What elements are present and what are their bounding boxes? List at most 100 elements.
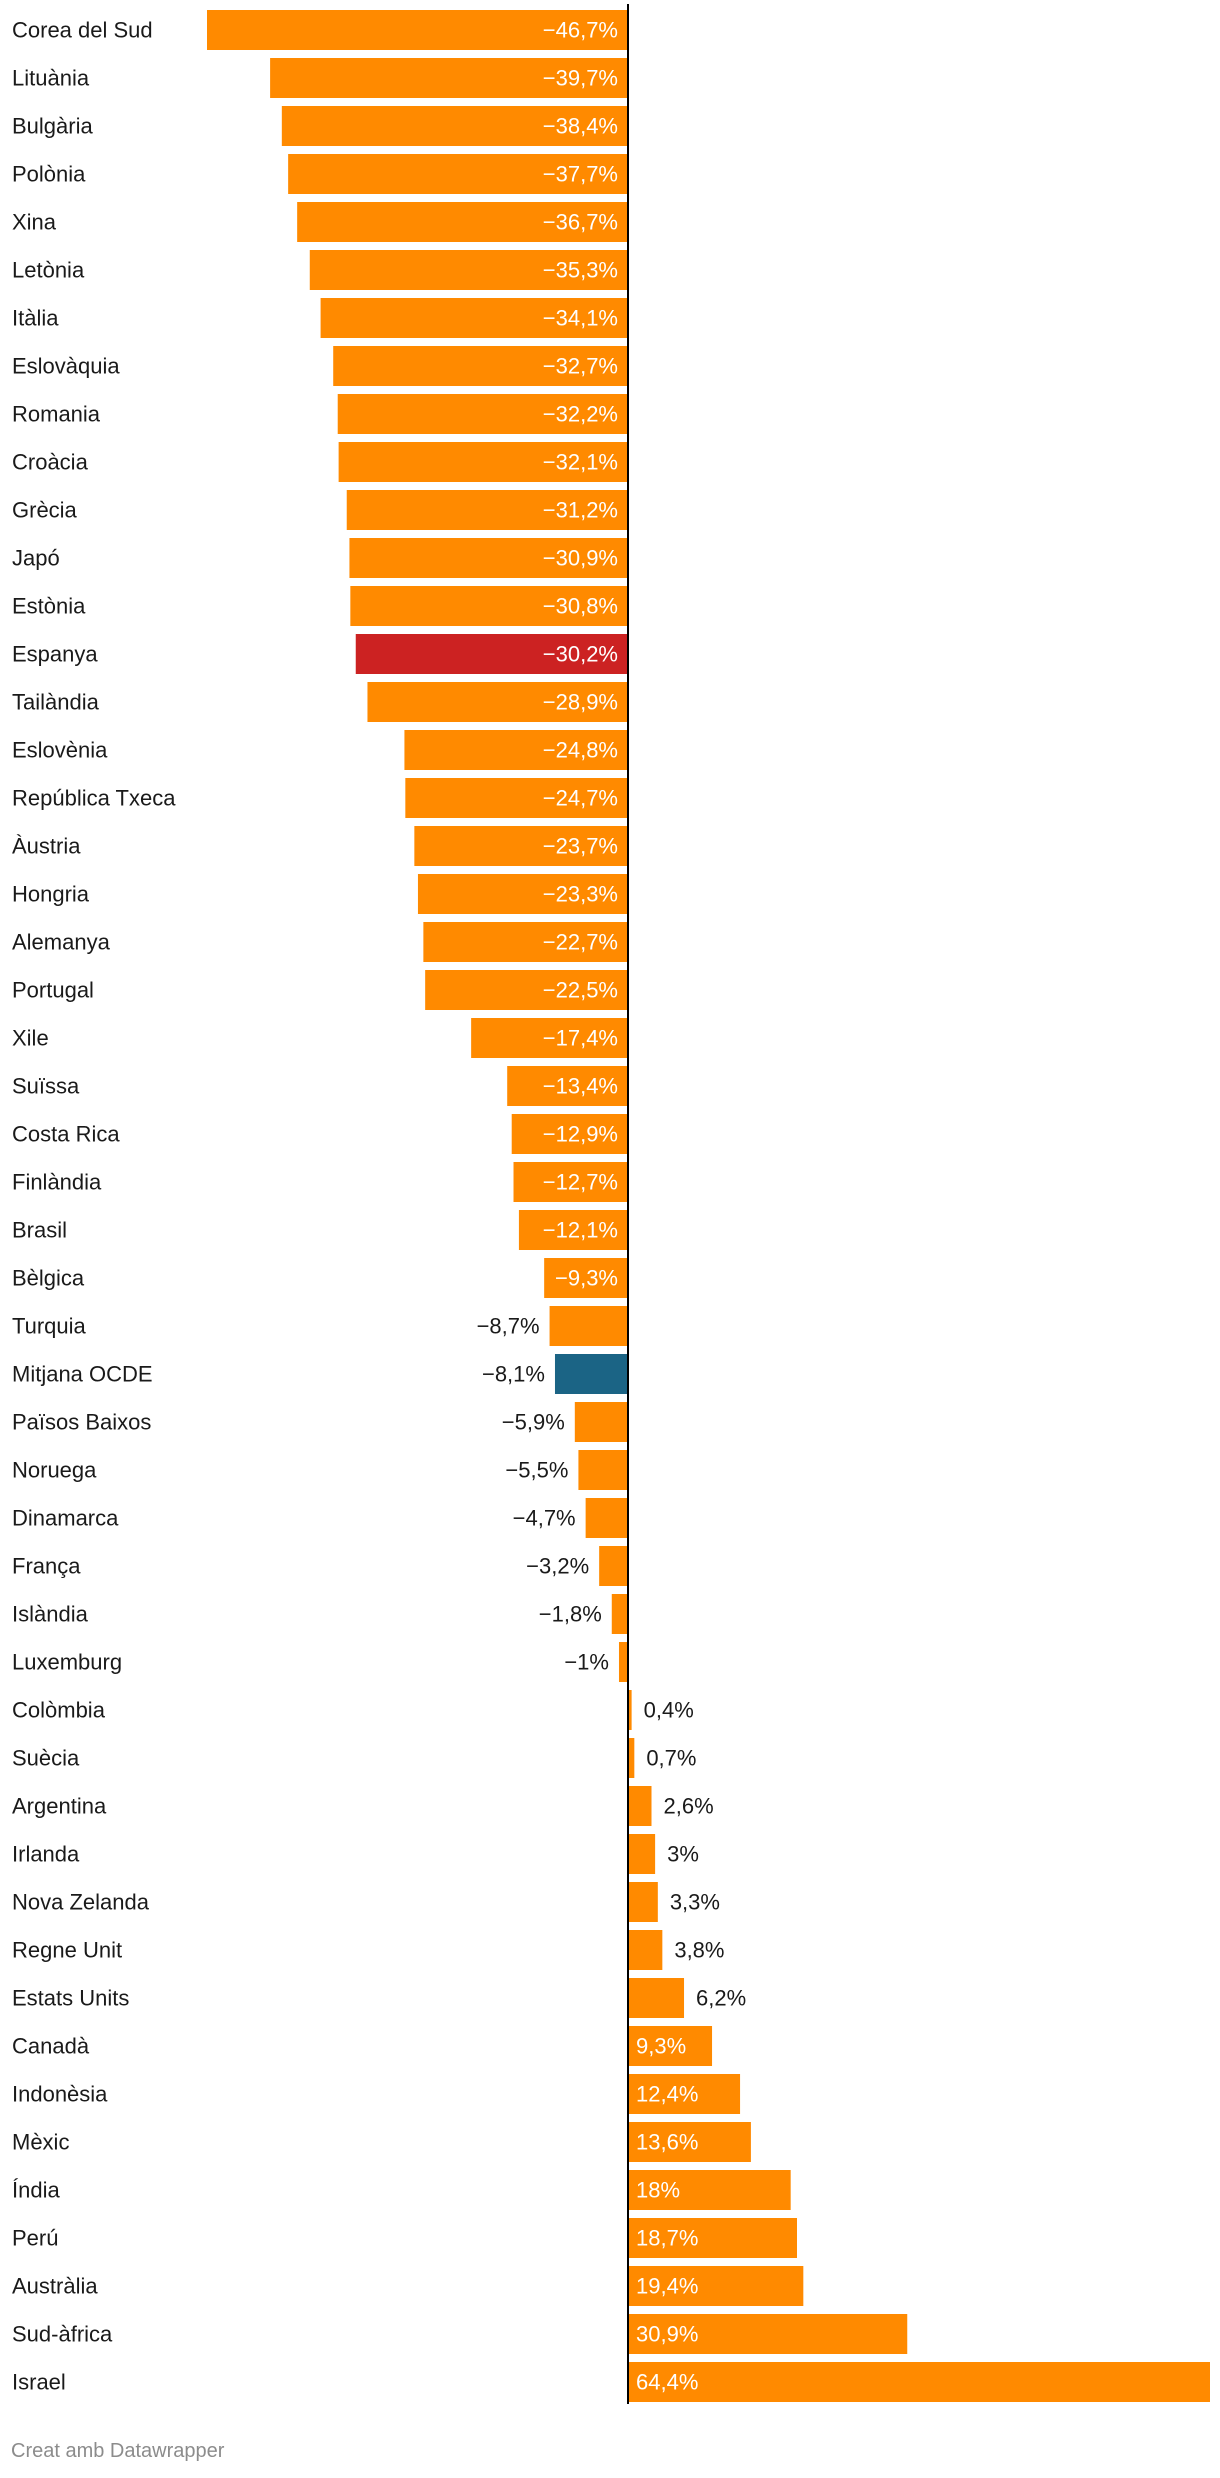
value-label-luxemburg: −1%: [564, 1650, 609, 1675]
bar-australia: [628, 2266, 804, 2306]
bar-islandia: [611, 1594, 628, 1634]
bar-grecia: [346, 490, 628, 530]
bar-croacia: [338, 442, 628, 482]
category-label-colombia: Colòmbia: [12, 1698, 106, 1723]
category-label-luxemburg: Luxemburg: [12, 1650, 122, 1675]
value-label-turquia: −8,7%: [477, 1314, 540, 1339]
value-label-republica-txeca: −24,7%: [543, 786, 618, 811]
bar-corea-del-sud: [207, 10, 628, 50]
category-label-suissa: Suïssa: [12, 1074, 80, 1099]
category-label-japo: Japó: [12, 546, 60, 571]
category-label-croacia: Croàcia: [12, 450, 89, 475]
value-label-xile: −17,4%: [543, 1026, 618, 1051]
value-label-lituania: −39,7%: [543, 66, 618, 91]
category-label-portugal: Portugal: [12, 978, 94, 1003]
category-label-corea-del-sud: Corea del Sud: [12, 18, 153, 43]
category-label-hongria: Hongria: [12, 882, 90, 907]
category-label-estonia: Estònia: [12, 594, 86, 619]
category-label-sud-africa: Sud-àfrica: [12, 2322, 113, 2347]
value-label-italia: −34,1%: [543, 306, 618, 331]
category-label-suecia: Suècia: [12, 1746, 80, 1771]
category-label-polonia: Polònia: [12, 162, 86, 187]
category-label-estats-units: Estats Units: [12, 1986, 129, 2011]
bar-turquia: [549, 1306, 628, 1346]
value-label-peru: 18,7%: [636, 2226, 698, 2251]
bar-finlandia: [513, 1162, 628, 1202]
category-label-finlandia: Finlàndia: [12, 1170, 102, 1195]
value-label-argentina: 2,6%: [663, 1794, 713, 1819]
category-label-alemanya: Alemanya: [12, 930, 111, 955]
value-label-grecia: −31,2%: [543, 498, 618, 523]
category-label-irlanda: Irlanda: [12, 1842, 80, 1867]
category-label-mexic: Mèxic: [12, 2130, 69, 2155]
bar-india: [628, 2170, 791, 2210]
category-label-belgica: Bèlgica: [12, 1266, 85, 1291]
bar-hongria: [417, 874, 628, 914]
category-label-israel: Israel: [12, 2370, 66, 2395]
value-label-finlandia: −12,7%: [543, 1170, 618, 1195]
value-label-indonesia: 12,4%: [636, 2082, 698, 2107]
category-label-peru: Perú: [12, 2226, 58, 2251]
value-label-japo: −30,9%: [543, 546, 618, 571]
bar-estonia: [350, 586, 628, 626]
value-label-romania: −32,2%: [543, 402, 618, 427]
category-label-letonia: Letònia: [12, 258, 85, 283]
bar-suecia: [628, 1738, 635, 1778]
bar-indonesia: [628, 2074, 741, 2114]
bar-japo: [349, 538, 628, 578]
category-label-canada: Canadà: [12, 2034, 90, 2059]
category-label-islandia: Islàndia: [12, 1602, 89, 1627]
category-label-espanya: Espanya: [12, 642, 98, 667]
category-label-grecia: Grècia: [12, 498, 78, 523]
category-label-brasil: Brasil: [12, 1218, 67, 1243]
value-label-portugal: −22,5%: [543, 978, 618, 1003]
value-label-espanya: −30,2%: [543, 642, 618, 667]
value-label-eslovenia: −24,8%: [543, 738, 618, 763]
bar-austria: [414, 826, 628, 866]
bar-brasil: [518, 1210, 628, 1250]
category-label-australia: Austràlia: [12, 2274, 98, 2299]
bar-paisos-baixos: [574, 1402, 628, 1442]
value-label-mitjana-ocde: −8,1%: [482, 1362, 545, 1387]
value-label-nova-zelanda: 3,3%: [670, 1890, 720, 1915]
value-label-bulgaria: −38,4%: [543, 114, 618, 139]
value-label-brasil: −12,1%: [543, 1218, 618, 1243]
category-label-bulgaria: Bulgària: [12, 114, 93, 139]
bar-portugal: [425, 970, 628, 1010]
bar-canada: [628, 2026, 713, 2066]
bar-espanya: [355, 634, 628, 674]
category-label-noruega: Noruega: [12, 1458, 97, 1483]
value-label-costa-rica: −12,9%: [543, 1122, 618, 1147]
category-label-lituania: Lituània: [12, 66, 90, 91]
bar-romania: [337, 394, 628, 434]
bar-bulgaria: [281, 106, 628, 146]
category-label-india: Índia: [12, 2178, 60, 2203]
value-label-irlanda: 3%: [667, 1842, 699, 1867]
value-label-suecia: 0,7%: [646, 1746, 696, 1771]
bar-nova-zelanda: [628, 1882, 658, 1922]
value-label-corea-del-sud: −46,7%: [543, 18, 618, 43]
category-label-xile: Xile: [12, 1026, 49, 1051]
bar-mexic: [628, 2122, 751, 2162]
category-label-romania: Romania: [12, 402, 101, 427]
category-label-argentina: Argentina: [12, 1794, 107, 1819]
value-label-polonia: −37,7%: [543, 162, 618, 187]
bar-tailandia: [367, 682, 628, 722]
value-label-dinamarca: −4,7%: [513, 1506, 576, 1531]
bar-republica-txeca: [405, 778, 628, 818]
value-label-alemanya: −22,7%: [543, 930, 618, 955]
bar-italia: [320, 298, 628, 338]
value-label-austria: −23,7%: [543, 834, 618, 859]
category-label-regne-unit: Regne Unit: [12, 1938, 122, 1963]
bar-polonia: [288, 154, 628, 194]
bar-letonia: [309, 250, 628, 290]
value-label-islandia: −1,8%: [539, 1602, 602, 1627]
bar-eslovenia: [404, 730, 628, 770]
value-label-estonia: −30,8%: [543, 594, 618, 619]
bar-colombia: [628, 1690, 632, 1730]
bar-sud-africa: [628, 2314, 908, 2354]
value-label-estats-units: 6,2%: [696, 1986, 746, 2011]
bar-franca: [599, 1546, 628, 1586]
bar-belgica: [544, 1258, 628, 1298]
value-label-noruega: −5,5%: [505, 1458, 568, 1483]
